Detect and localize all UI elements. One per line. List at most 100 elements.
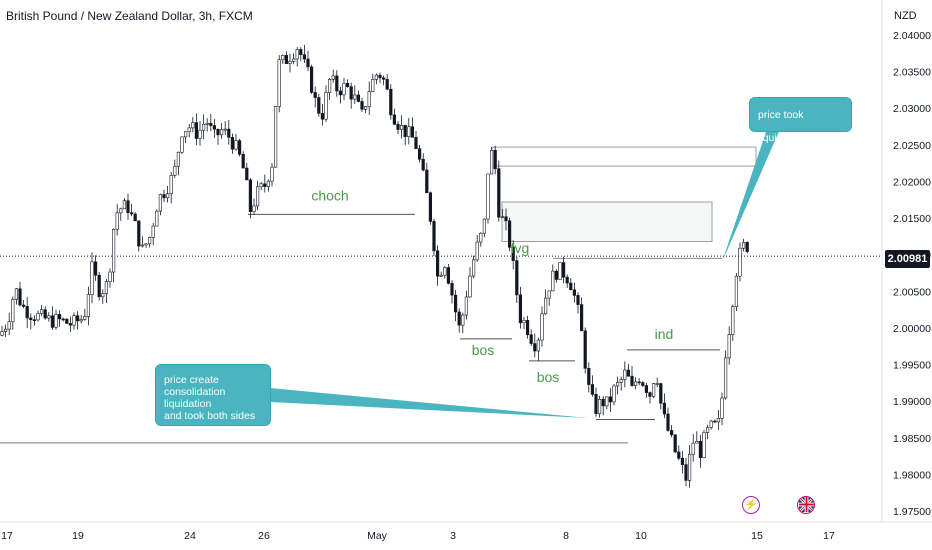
candle: [662, 393, 666, 419]
candle-body: [327, 79, 332, 93]
candle: [230, 133, 235, 154]
candle: [108, 268, 112, 288]
candle: [166, 186, 170, 203]
candle-body: [439, 274, 443, 277]
candle: [551, 264, 555, 292]
lightning-icon[interactable]: ⚡: [742, 496, 760, 514]
candle-body: [331, 75, 335, 80]
candle-body: [403, 124, 407, 137]
candle: [101, 289, 105, 304]
candle: [363, 105, 368, 113]
candle-body: [270, 166, 274, 182]
candle: [342, 77, 346, 101]
candle-body: [227, 128, 231, 138]
candle: [212, 119, 217, 138]
candle-body: [306, 58, 310, 68]
candle-body: [144, 243, 148, 246]
candle-body: [471, 259, 476, 277]
candle: [569, 277, 573, 291]
candle: [317, 93, 321, 117]
candle-body: [212, 125, 217, 130]
candle-body: [529, 334, 533, 344]
candle-body: [349, 86, 353, 100]
x-tick-label: 26: [258, 530, 270, 542]
candle-body: [216, 128, 220, 136]
y-tick-label: 1.98500: [893, 433, 931, 445]
candle-body: [615, 382, 620, 387]
candle: [245, 162, 249, 181]
callout-liquidation[interactable]: price took liquidation: [749, 97, 852, 144]
candle-body: [252, 205, 256, 212]
candle: [468, 267, 472, 299]
candle: [471, 255, 476, 279]
candle-body: [155, 210, 159, 227]
candle-body: [363, 106, 368, 110]
candle: [209, 113, 213, 132]
candle: [273, 106, 278, 168]
candle-body: [288, 61, 292, 64]
candle-body: [148, 237, 152, 245]
uk-flag-icon[interactable]: [797, 496, 815, 514]
y-tick-label: 2.03000: [893, 103, 931, 115]
candle-body: [220, 129, 224, 136]
candle: [252, 198, 256, 215]
candle: [716, 410, 720, 431]
candle-body: [414, 137, 418, 149]
candle-body: [130, 212, 134, 215]
candle-body: [659, 383, 663, 404]
candle-body: [407, 126, 411, 137]
candle: [180, 136, 184, 155]
candle-body: [461, 314, 465, 326]
candle: [83, 308, 87, 321]
candle: [673, 434, 677, 454]
callout-pointers: [270, 120, 784, 418]
candle: [57, 310, 62, 327]
candle-body: [680, 457, 684, 465]
candle-body: [342, 82, 346, 96]
candle-body: [608, 396, 612, 403]
candle-body: [176, 151, 181, 167]
candle: [547, 290, 551, 306]
candle: [450, 280, 454, 304]
candle-body: [655, 383, 659, 385]
candle: [630, 366, 634, 387]
candle-body: [669, 430, 674, 436]
y-tick-label: 2.01500: [893, 213, 931, 225]
candle-body: [338, 90, 343, 96]
candle-body: [158, 194, 163, 212]
candle: [97, 271, 101, 301]
candle: [72, 312, 76, 330]
candle: [421, 153, 425, 172]
callout-consolidation[interactable]: price create consolidation liquidation a…: [155, 364, 271, 426]
candle-body: [324, 92, 328, 120]
candle: [198, 120, 202, 146]
candle-body: [468, 275, 472, 298]
y-tick-label: 1.99500: [893, 360, 931, 372]
candle: [533, 333, 537, 358]
callout-liquidation-text: price took liquidation: [758, 109, 806, 144]
candle: [202, 114, 206, 140]
candle: [43, 306, 47, 320]
candle: [691, 434, 695, 462]
candle-body: [716, 417, 720, 423]
candle-body: [97, 274, 101, 298]
candle-body: [392, 114, 397, 125]
candle: [633, 377, 638, 390]
candle: [432, 218, 436, 256]
candle: [475, 235, 479, 262]
candle-body: [623, 369, 627, 380]
candle-body: [36, 313, 40, 321]
candle-body: [263, 183, 267, 187]
candle-body: [90, 261, 94, 295]
candle: [327, 78, 332, 100]
candle-body: [317, 97, 321, 114]
candle-body: [569, 282, 573, 291]
candle-body: [579, 304, 584, 332]
candle: [173, 159, 177, 179]
candle: [238, 138, 242, 157]
candle: [428, 191, 433, 225]
candle: [561, 256, 566, 284]
candle: [446, 264, 451, 285]
candle-body: [385, 78, 389, 90]
